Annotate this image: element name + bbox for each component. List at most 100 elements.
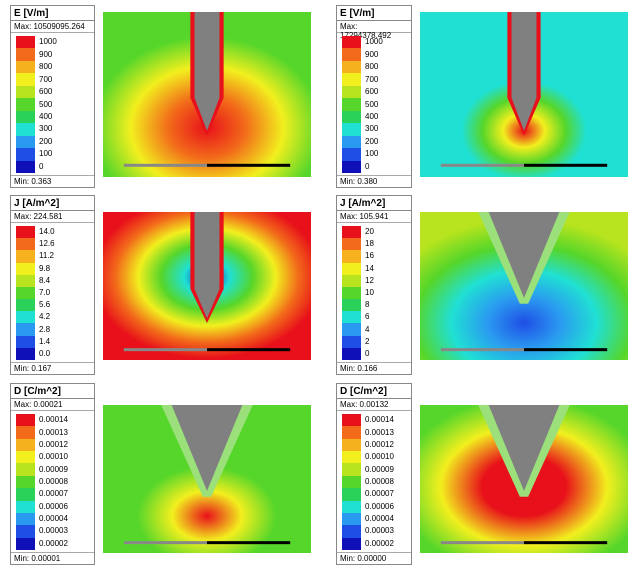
color-swatch (342, 48, 361, 61)
legend-min: Min: 0.363 (11, 175, 94, 187)
legend-label: 0.00013 (39, 427, 68, 437)
legend-label: 8.4 (39, 275, 51, 285)
color-swatch (342, 73, 361, 86)
legend-label: 0.00004 (365, 514, 394, 524)
legend: J [A/m^2] Max: 105.941 20 18 16 14 12 10 8 6 4 2 0 Mi… (336, 195, 412, 375)
color-swatch (342, 123, 361, 136)
legend-min: Min: 0.00000 (337, 552, 411, 564)
legend-title: E [V/m] (11, 6, 94, 21)
color-swatch (16, 323, 35, 336)
legend-label: 0 (39, 161, 44, 171)
legend-label: 800 (365, 62, 379, 72)
color-swatch (342, 286, 361, 300)
legend-label: 400 (365, 111, 379, 121)
color-swatch (342, 311, 361, 324)
legend-title: E [V/m] (337, 6, 411, 21)
legend-label: 0.00006 (365, 501, 394, 511)
legend-min: Min: 0.380 (337, 175, 411, 187)
color-swatch (16, 286, 35, 300)
field-plot (420, 405, 628, 553)
color-swatch (16, 475, 35, 489)
legend-label: 0.00003 (39, 526, 68, 536)
color-swatch (16, 110, 35, 124)
legend-max: Max: 17294378.492 (337, 21, 411, 40)
legend-label: 1.4 (39, 336, 51, 346)
color-swatch (342, 347, 361, 360)
legend-label: 300 (39, 124, 53, 134)
color-swatch (16, 347, 35, 360)
legend: J [A/m^2] Max: 224.581 14.0 12.6 11.2 9.8 8.4 7… (10, 195, 95, 375)
color-swatch (342, 85, 361, 99)
field-plot (103, 405, 311, 553)
color-swatch (342, 238, 361, 251)
color-swatch (16, 226, 35, 239)
legend-label: 7.0 (39, 288, 51, 297)
legend-label: 300 (365, 124, 379, 134)
color-swatch (16, 250, 35, 263)
color-swatch (342, 463, 361, 476)
legend-max: Max: 10509095.264 (11, 21, 94, 33)
legend-label: 0.00003 (365, 526, 394, 536)
field-plot (103, 212, 311, 360)
legend-title: J [A/m^2] (337, 196, 411, 211)
legend-label: 700 (39, 74, 53, 84)
legend-label: 14 (365, 263, 374, 273)
legend-label: 200 (39, 136, 53, 146)
color-swatch (342, 60, 361, 74)
color-swatch (16, 98, 35, 111)
color-swatch (16, 500, 35, 513)
legend: D [C/m^2] Max: 0.00132 0.00014 0.00013 0.000… (336, 383, 412, 565)
color-swatch (16, 512, 35, 526)
legend-label: 20 (365, 227, 374, 237)
legend: E [V/m] Max: 17294378.492 1000 900 800 700 600… (336, 5, 412, 188)
field-plot (420, 212, 628, 360)
color-swatch (342, 160, 361, 173)
legend-label: 800 (39, 62, 53, 72)
color-swatch (342, 148, 361, 161)
field-plot (420, 12, 628, 177)
color-swatch (16, 48, 35, 61)
color-swatch (342, 512, 361, 526)
color-swatch (342, 438, 361, 452)
legend-title: J [A/m^2] (11, 196, 94, 211)
color-swatch (16, 123, 35, 136)
color-swatch (342, 262, 361, 275)
legend-label: 0.00010 (365, 452, 394, 462)
color-swatch (16, 73, 35, 86)
color-swatch (16, 274, 35, 287)
color-swatch (342, 110, 361, 124)
legend-label: 0.00014 (39, 415, 68, 425)
legend-max: Max: 224.581 (11, 211, 94, 223)
color-swatch (16, 36, 35, 49)
color-swatch (342, 451, 361, 464)
color-swatch (342, 250, 361, 263)
legend-label: 0.00010 (39, 452, 68, 462)
color-swatch (16, 426, 35, 439)
color-swatch (16, 299, 35, 312)
legend-label: 1000 (365, 37, 383, 47)
legend: D [C/m^2] Max: 0.00021 0.00014 0.00013 0.000… (10, 383, 95, 565)
color-swatch (342, 488, 361, 501)
legend-label: 4.2 (39, 312, 51, 322)
legend-label: 2.8 (39, 324, 51, 334)
color-swatch (16, 488, 35, 501)
legend-label: 12.6 (39, 239, 55, 249)
legend-label: 200 (365, 136, 379, 146)
legend-label: 700 (365, 74, 379, 84)
legend-min: Min: 0.167 (11, 362, 94, 374)
color-swatch (16, 525, 35, 538)
field-plot (103, 12, 311, 177)
legend: E [V/m] Max: 10509095.264 1000 900 800 700 600… (10, 5, 95, 188)
color-swatch (342, 36, 361, 49)
color-swatch (342, 98, 361, 111)
color-swatch (342, 500, 361, 513)
legend-label: 900 (39, 49, 53, 59)
color-swatch (16, 238, 35, 251)
legend-title: D [C/m^2] (337, 384, 411, 399)
color-swatch (16, 463, 35, 476)
legend-label: 100 (39, 149, 53, 159)
legend-label: 12 (365, 275, 374, 285)
legend-label: 1000 (39, 37, 57, 47)
legend-label: 0 (365, 161, 370, 171)
